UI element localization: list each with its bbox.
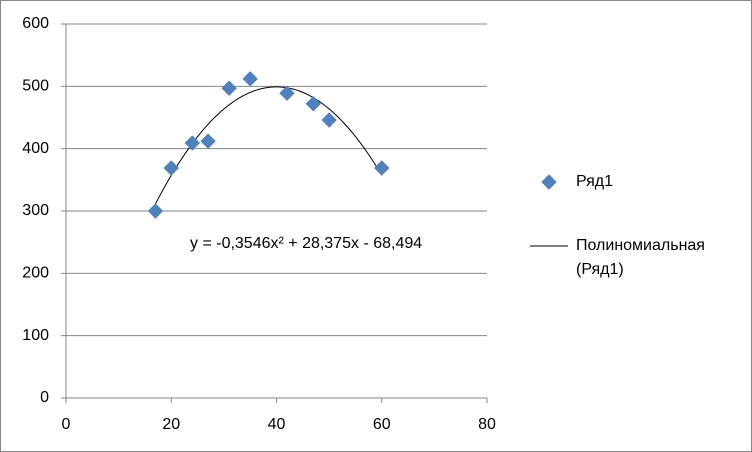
point (184, 135, 201, 151)
point (200, 133, 216, 149)
point (221, 80, 237, 96)
y-tick-label: 500 (22, 78, 49, 95)
y-tick-label: 400 (22, 140, 49, 157)
point (242, 71, 258, 87)
point (305, 96, 322, 112)
x-tick-label: 40 (268, 416, 286, 433)
trendline-equation: y = -0,3546x² + 28,375x - 68,494 (190, 235, 422, 252)
y-tick-label: 100 (22, 327, 49, 344)
legend-label: Ряд1 (576, 173, 614, 190)
y-tick-label: 300 (22, 202, 49, 219)
x-tick-label: 0 (62, 416, 71, 433)
x-tick-label: 20 (162, 416, 180, 433)
x-tick-label: 60 (373, 416, 391, 433)
point (163, 160, 179, 176)
x-tick-label: 80 (478, 416, 496, 433)
y-tick-label: 0 (40, 389, 49, 406)
y-tick-label: 600 (22, 15, 49, 32)
point (321, 112, 337, 128)
y-tick-label: 200 (22, 265, 49, 282)
point (147, 203, 164, 219)
point (279, 85, 295, 101)
legend-marker (541, 174, 557, 190)
point (374, 160, 390, 176)
legend-label: Полиномиальная (Ряд1) (576, 237, 705, 278)
